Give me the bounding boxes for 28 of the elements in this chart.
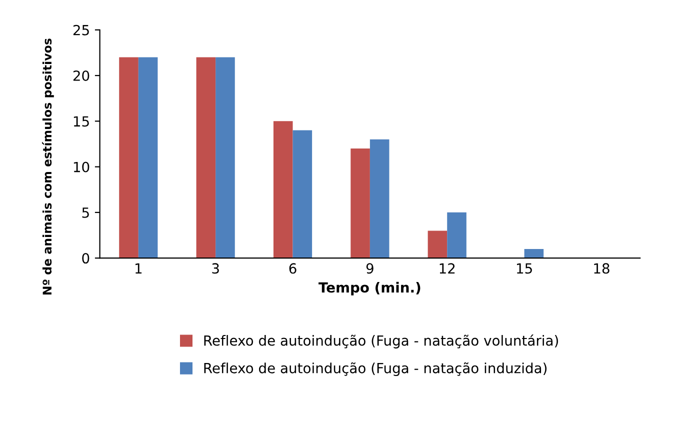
bar	[273, 121, 293, 258]
x-tick-label: 12	[440, 263, 455, 274]
bar	[428, 230, 448, 258]
y-tick-label: 15	[74, 116, 89, 127]
y-tick-label: 25	[73, 24, 89, 36]
bar	[216, 57, 235, 258]
x-tick-label: 1	[136, 263, 142, 274]
bar	[196, 57, 216, 258]
y-tick-label: 0	[82, 253, 90, 264]
bar	[119, 57, 138, 258]
x-tick-label: 9	[366, 263, 374, 274]
y-axis-title: Nº de animais com estímulos positivos	[42, 38, 54, 294]
x-axis-title: Tempo (min.)	[318, 282, 420, 296]
legend-label: Reflexo de autoindução (Fuga - natação voluntária)	[204, 334, 558, 348]
x-tick-label: 3	[212, 263, 219, 274]
x-tick-label: 18	[594, 263, 610, 274]
x-tick-label: 6	[289, 263, 296, 274]
y-tick-label: 20	[73, 70, 90, 81]
legend-label: Reflexo de autoindução (Fuga - natação induzida)	[204, 362, 547, 376]
bar	[447, 212, 466, 258]
x-tick-label: 15	[516, 263, 532, 274]
bar	[350, 148, 370, 258]
bar	[370, 139, 390, 258]
y-tick-label: 10	[74, 162, 90, 172]
bar	[524, 248, 544, 258]
y-tick-label: 5	[82, 208, 89, 218]
bar	[292, 130, 312, 258]
bar	[138, 57, 158, 258]
